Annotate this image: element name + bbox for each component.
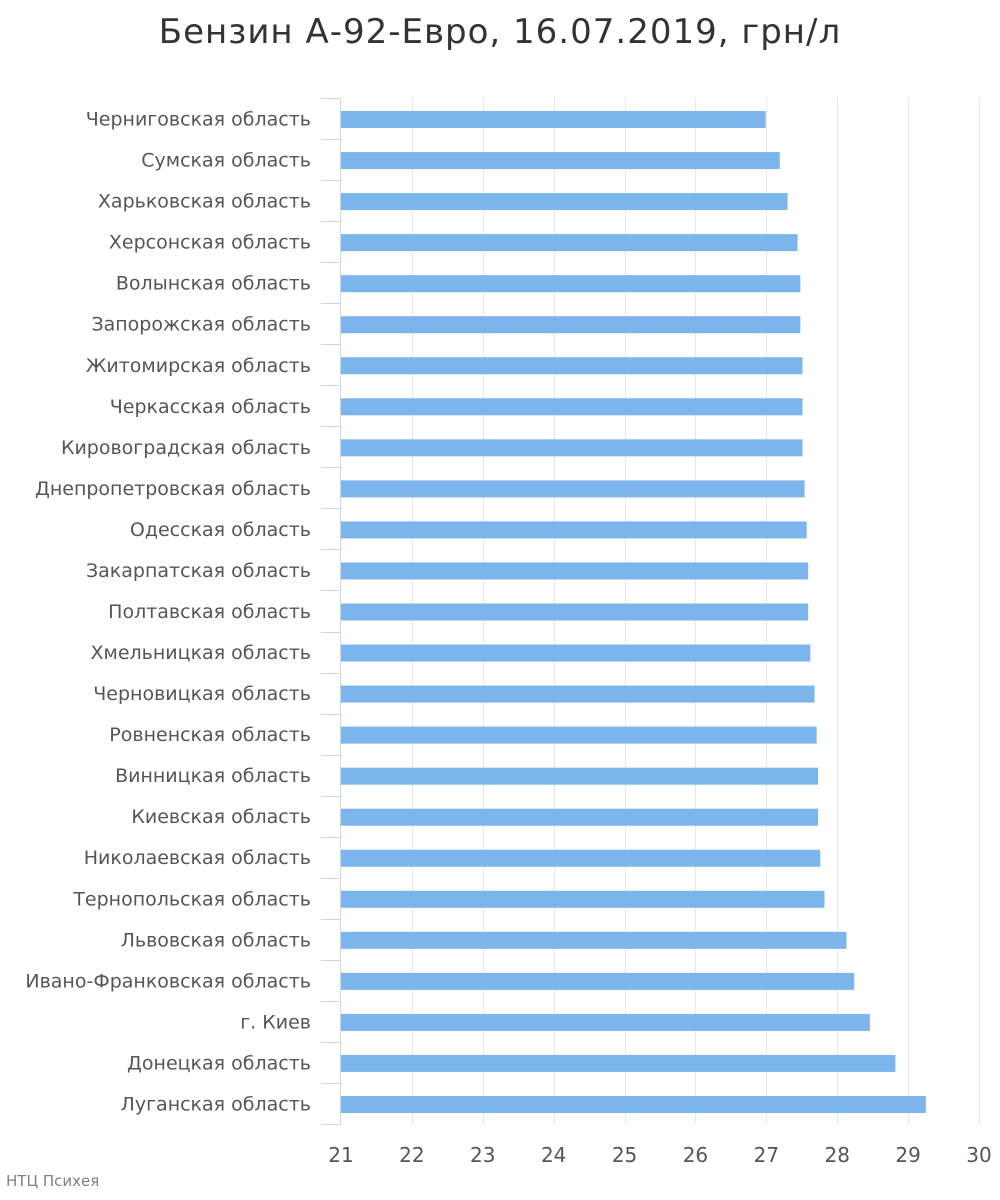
category-label: Львовская область: [121, 929, 311, 951]
bar: [341, 111, 766, 129]
category-label: Волынская область: [116, 273, 311, 295]
bar: [341, 398, 803, 416]
bar: [341, 193, 788, 211]
category-label: Хмельницкая область: [90, 642, 311, 664]
category-label: Тернопольская область: [72, 888, 311, 910]
bar: [341, 234, 798, 252]
bar: [341, 726, 817, 744]
category-label: Сумская область: [141, 150, 311, 172]
category-label: Херсонская область: [109, 232, 311, 254]
category-label: Ровненская область: [109, 724, 311, 746]
category-label: Черновицкая область: [93, 683, 311, 705]
x-tick-label: 29: [895, 1143, 920, 1167]
category-label: Днепропетровская область: [35, 478, 311, 500]
category-label: Полтавская область: [108, 601, 311, 623]
x-tick-label: 28: [824, 1143, 849, 1167]
bars: [341, 111, 926, 1113]
bar: [341, 767, 819, 785]
bar: [341, 357, 803, 375]
bar: [341, 808, 819, 826]
bar: [341, 1095, 926, 1113]
category-label: Николаевская область: [84, 847, 311, 869]
x-tick-label: 26: [683, 1143, 708, 1167]
category-label: Житомирская область: [86, 355, 311, 377]
bar: [341, 685, 815, 703]
x-axis-tick-labels: 21 22 23 24 25 26 27 28 29 30: [328, 1143, 991, 1167]
category-label: Черкасская область: [110, 396, 311, 418]
bar: [341, 890, 825, 908]
x-tick-label: 24: [541, 1143, 566, 1167]
chart-credit: НТЦ Психея: [6, 1172, 100, 1190]
bar: [341, 972, 855, 990]
category-label: Донецкая область: [127, 1052, 311, 1074]
category-label: Запорожская область: [91, 314, 311, 336]
bar: [341, 439, 803, 457]
x-tick-label: 23: [470, 1143, 495, 1167]
category-label: Киевская область: [131, 806, 311, 828]
category-label: Винницкая область: [115, 765, 311, 787]
bar: [341, 316, 801, 334]
chart-title: Бензин А-92-Евро, 16.07.2019, грн/л: [158, 12, 842, 52]
category-label: Черниговская область: [86, 109, 311, 131]
x-tick-label: 25: [612, 1143, 637, 1167]
x-tick-label: 30: [966, 1143, 991, 1167]
category-label: Закарпатская область: [86, 560, 311, 582]
bar: [341, 152, 780, 170]
x-tick-label: 22: [399, 1143, 424, 1167]
bar: [341, 1054, 896, 1072]
category-label: г. Киев: [240, 1011, 311, 1033]
category-label: Харьковская область: [98, 191, 311, 213]
bar: [341, 275, 801, 293]
category-label: Луганская область: [121, 1093, 311, 1115]
bar: [341, 1013, 870, 1031]
category-labels: Черниговская область Сумская область Харьк…: [25, 109, 311, 1116]
bar: [341, 480, 805, 498]
x-tick-label: 27: [754, 1143, 779, 1167]
bar: [341, 644, 811, 662]
bar: [341, 931, 847, 949]
bar: [341, 849, 821, 867]
category-label: Кировоградская область: [61, 437, 311, 459]
bar: [341, 562, 809, 580]
x-tick-label: 21: [328, 1143, 353, 1167]
category-label: Ивано-Франковская область: [25, 970, 311, 992]
bar: [341, 521, 807, 539]
category-label: Одесская область: [130, 519, 311, 541]
bar: [341, 603, 809, 621]
category-axis: [321, 98, 341, 1125]
